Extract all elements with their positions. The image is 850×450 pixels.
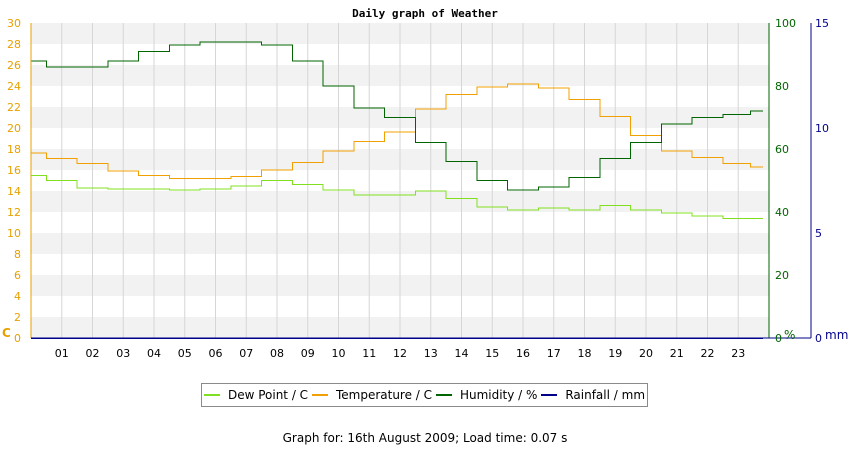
right2-tick-label: 10	[815, 122, 829, 135]
left-tick-label: 8	[14, 248, 21, 261]
x-tick-label: 07	[239, 347, 253, 360]
x-tick-label: 20	[639, 347, 653, 360]
graph-footer: Graph for: 16th August 2009; Load time: …	[282, 431, 568, 445]
x-tick-label: 18	[578, 347, 592, 360]
tick-labels: 0246810121416182022242628300204060801000…	[7, 17, 829, 360]
left-tick-label: 18	[7, 143, 21, 156]
x-tick-label: 15	[485, 347, 499, 360]
x-tick-label: 21	[670, 347, 684, 360]
legend-item-temperature: Temperature / C	[311, 388, 433, 402]
right2-tick-label: 5	[815, 227, 822, 240]
left-tick-label: 2	[14, 311, 21, 324]
right2-tick-label: 0	[815, 332, 822, 345]
x-tick-label: 02	[86, 347, 100, 360]
x-tick-label: 10	[332, 347, 346, 360]
left-tick-label: 10	[7, 227, 21, 240]
legend-label-humidity: Humidity / %	[459, 388, 538, 402]
right1-tick-label: 80	[775, 80, 789, 93]
series-line-humidity	[31, 41, 763, 191]
left-tick-label: 26	[7, 59, 21, 72]
right2-axis-unit: mm	[825, 328, 848, 342]
legend-swatch-dew-point	[203, 394, 220, 396]
x-tick-label: 13	[424, 347, 438, 360]
x-tick-label: 23	[731, 347, 745, 360]
x-tick-label: 03	[116, 347, 130, 360]
left-tick-label: 30	[7, 17, 21, 30]
legend-label-rainfall: Rainfall / mm	[565, 388, 646, 402]
legend-item-dew-point: Dew Point / C	[203, 388, 309, 402]
legend-item-rainfall: Rainfall / mm	[541, 388, 645, 402]
x-tick-label: 14	[455, 347, 469, 360]
left-tick-label: 14	[7, 185, 21, 198]
chart-title: Daily graph of Weather	[352, 7, 498, 20]
right1-tick-label: 40	[775, 206, 789, 219]
x-tick-label: 16	[516, 347, 530, 360]
legend-swatch-rainfall	[541, 394, 558, 396]
legend-swatch-humidity	[435, 394, 452, 396]
right1-tick-label: 20	[775, 269, 789, 282]
legend-swatch-temperature	[311, 394, 328, 396]
right1-axis-unit: %	[784, 328, 795, 342]
left-tick-label: 16	[7, 164, 21, 177]
x-tick-label: 19	[608, 347, 622, 360]
left-tick-label: 24	[7, 80, 21, 93]
legend-item-humidity: Humidity / %	[435, 388, 538, 402]
right2-tick-label: 15	[815, 17, 829, 30]
x-tick-label: 22	[701, 347, 715, 360]
vertical-grid	[61, 23, 739, 338]
right1-tick-label: 60	[775, 143, 789, 156]
series-line-dew	[31, 174, 763, 219]
x-tick-label: 01	[55, 347, 69, 360]
x-tick-label: 06	[209, 347, 223, 360]
x-tick-label: 17	[547, 347, 561, 360]
x-tick-label: 08	[270, 347, 284, 360]
right1-tick-label: 100	[775, 17, 796, 30]
x-tick-label: 09	[301, 347, 315, 360]
x-tick-label: 05	[178, 347, 192, 360]
left-tick-label: 20	[7, 122, 21, 135]
left-tick-label: 22	[7, 101, 21, 114]
left-tick-label: 28	[7, 38, 21, 51]
legend-label-dew-point: Dew Point / C	[227, 388, 309, 402]
x-tick-label: 11	[362, 347, 376, 360]
left-tick-label: 4	[14, 290, 21, 303]
x-tick-label: 04	[147, 347, 161, 360]
series-line-temperature	[31, 83, 763, 179]
right1-tick-label: 0	[775, 332, 782, 345]
x-tick-label: 12	[393, 347, 407, 360]
left-tick-label: 0	[14, 332, 21, 345]
left-tick-label: 12	[7, 206, 21, 219]
left-tick-label: 6	[14, 269, 21, 282]
legend: Dew Point / C Temperature / C Humidity /…	[201, 383, 648, 407]
axes	[30, 23, 812, 339]
left-axis-unit: C	[2, 326, 11, 340]
legend-label-temperature: Temperature / C	[335, 388, 433, 402]
